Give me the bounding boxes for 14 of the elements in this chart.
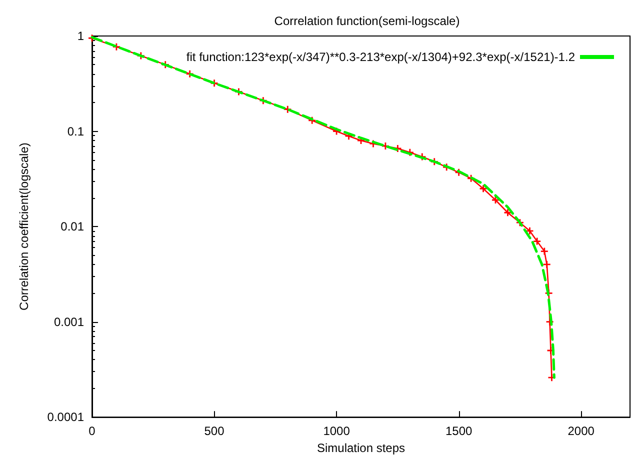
x-tick-label: 0 [88,424,96,438]
y-tick-label: 0.001 [54,314,84,329]
y-tick-label: 0.1 [67,124,84,138]
chart-title: Correlation function(semi-logscale) [274,14,460,28]
y-tick-label: 1 [77,29,84,43]
y-axis-title: Correlation coefficient(logscale) [17,142,31,310]
legend-label: fit function:123*exp(-x/347)**0.3-213*exp(-x/1304)+92.3*exp(-x/1521)-1.2 [186,50,576,64]
x-tick-label: 2000 [568,424,595,438]
x-tick-label: 1500 [445,424,472,438]
y-tick-label: 0.01 [60,220,84,234]
x-tick-label: 1000 [323,424,350,438]
y-tick-label: 0.0001 [47,410,84,424]
x-tick-label: 500 [204,424,225,438]
x-axis-title: Simulation steps [316,441,406,455]
